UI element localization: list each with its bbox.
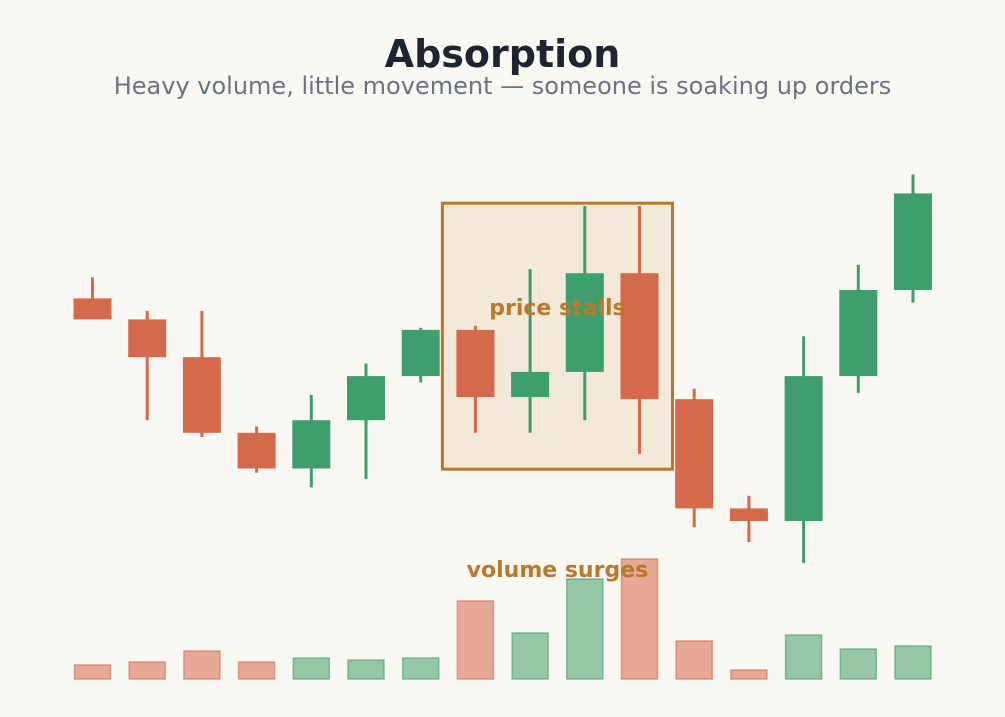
candle-2 bbox=[182, 311, 221, 437]
volume-bar-7 bbox=[456, 600, 495, 680]
candle-body-14 bbox=[839, 290, 878, 377]
price-annotation: price stalls bbox=[489, 296, 625, 321]
volume-bar-6 bbox=[401, 657, 440, 680]
candle-body-3 bbox=[237, 432, 276, 469]
volume-bar-15 bbox=[894, 645, 932, 680]
candle-15 bbox=[894, 174, 932, 303]
candle-6 bbox=[401, 327, 440, 383]
candle-body-1 bbox=[128, 319, 167, 358]
volume-bar-3 bbox=[237, 661, 276, 680]
candle-body-5 bbox=[347, 376, 385, 421]
volume-bar-0 bbox=[73, 664, 112, 680]
candle-body-6 bbox=[401, 329, 440, 377]
volume-bar-1 bbox=[128, 661, 166, 680]
volume-annotation: volume surges bbox=[467, 558, 649, 583]
volume-bar-12 bbox=[730, 669, 768, 680]
volume-bar-11 bbox=[675, 640, 713, 680]
candle-body-10 bbox=[620, 273, 659, 400]
candle-layer bbox=[73, 174, 932, 563]
volume-bar-4 bbox=[292, 657, 331, 680]
candle-1 bbox=[128, 311, 167, 421]
candle-0 bbox=[73, 277, 112, 320]
candle-body-9 bbox=[565, 273, 604, 372]
candle-14 bbox=[839, 264, 878, 393]
volume-layer bbox=[73, 558, 932, 680]
candle-body-11 bbox=[675, 399, 714, 509]
candle-7 bbox=[456, 325, 495, 433]
volume-bar-14 bbox=[839, 648, 878, 680]
candle-body-7 bbox=[456, 329, 495, 398]
volume-bar-2 bbox=[183, 650, 221, 680]
candle-12 bbox=[729, 495, 768, 542]
volume-bar-9 bbox=[566, 578, 604, 680]
candle-3 bbox=[237, 426, 276, 473]
candle-body-12 bbox=[729, 508, 768, 521]
candle-5 bbox=[347, 363, 385, 479]
label-layer: price stalls volume surges bbox=[467, 296, 649, 583]
chart-title: Absorption bbox=[384, 32, 621, 76]
candle-body-0 bbox=[73, 298, 112, 320]
candle-body-4 bbox=[292, 420, 331, 469]
candle-11 bbox=[675, 388, 714, 528]
candle-body-2 bbox=[182, 357, 221, 433]
candle-13 bbox=[784, 336, 823, 563]
volume-bar-8 bbox=[511, 632, 549, 680]
chart-subtitle: Heavy volume, little movement — someone … bbox=[113, 72, 892, 100]
volume-bar-13 bbox=[784, 634, 823, 680]
volume-bar-10 bbox=[620, 558, 659, 680]
volume-bar-5 bbox=[347, 659, 385, 680]
candle-8 bbox=[511, 269, 550, 433]
candle-9 bbox=[565, 206, 604, 421]
candle-body-15 bbox=[894, 193, 932, 290]
candle-4 bbox=[292, 395, 331, 488]
candle-body-8 bbox=[511, 371, 550, 398]
candle-10 bbox=[620, 206, 659, 454]
candle-body-13 bbox=[784, 376, 823, 521]
